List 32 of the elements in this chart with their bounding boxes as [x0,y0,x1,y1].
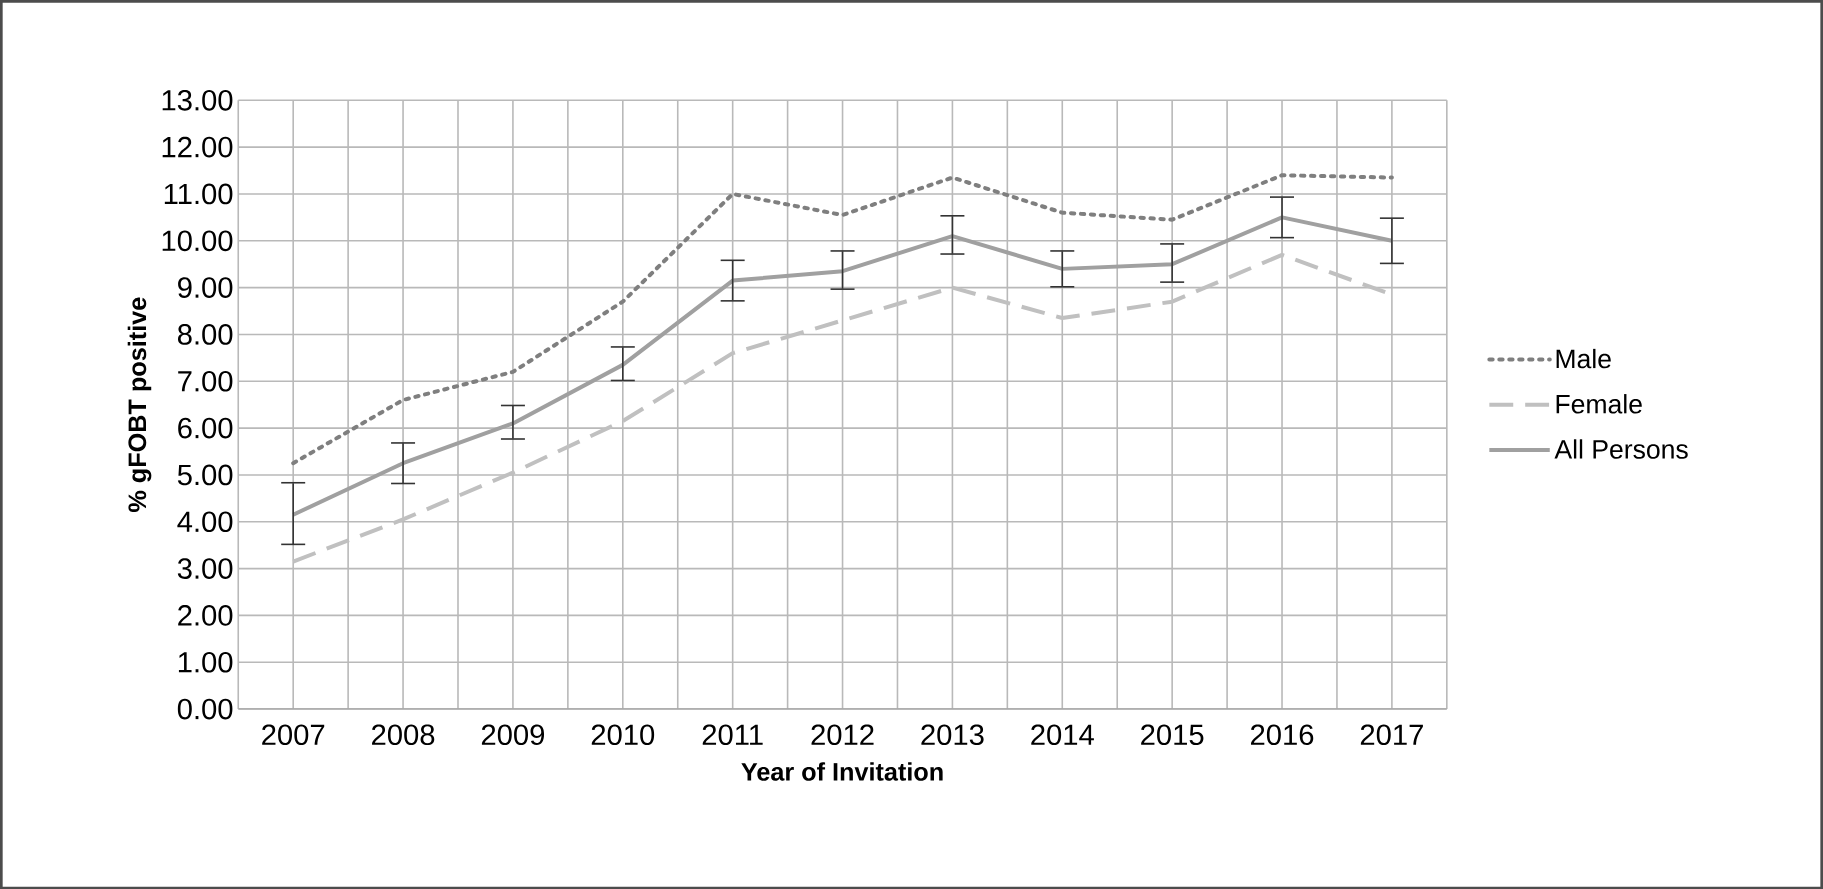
y-tick-label: 8.00 [177,323,233,345]
y-tick-label: 11.00 [164,183,233,205]
legend-label: All Persons [1554,439,1688,459]
legend-label: Female [1556,393,1642,414]
y-tick-label: 3.00 [177,558,233,579]
y-tick-label: 2.00 [178,604,233,626]
y-tick-label: 9.00 [178,277,233,298]
y-tick-label: 6.00 [178,417,233,439]
y-tick-label: 10.00 [162,230,233,251]
y-tick-label: 13.00 [162,89,233,111]
y-tick-label: 4.00 [177,511,233,532]
y-tick-label: 12.00 [162,136,233,158]
x-tick-label: 2008 [372,724,435,745]
x-tick-label: 2012 [811,724,874,745]
x-tick-label: 2016 [1251,724,1314,745]
line-series [291,173,1394,466]
y-tick-label: 0.00 [177,698,233,720]
x-tick-label: 2013 [921,724,984,745]
y-tick-label: 1.00 [178,651,233,673]
x-tick-label: 2011 [702,724,763,745]
x-tick-label: 2017 [1360,724,1423,745]
line-series [291,215,1394,517]
x-tick-label: 2010 [591,724,655,745]
y-tick-label: 7.00 [178,370,233,392]
x-tick-label: 2014 [1031,724,1094,745]
x-axis-title: Year of Invitation [741,762,943,781]
y-tick-label: 5.00 [177,464,233,486]
x-tick-label: 2015 [1141,724,1204,745]
legend-label: Male [1556,348,1611,369]
y-axis-title: % gFOBT positive [127,297,152,512]
x-tick-label: 2007 [262,724,325,745]
x-tick-label: 2009 [481,724,545,745]
